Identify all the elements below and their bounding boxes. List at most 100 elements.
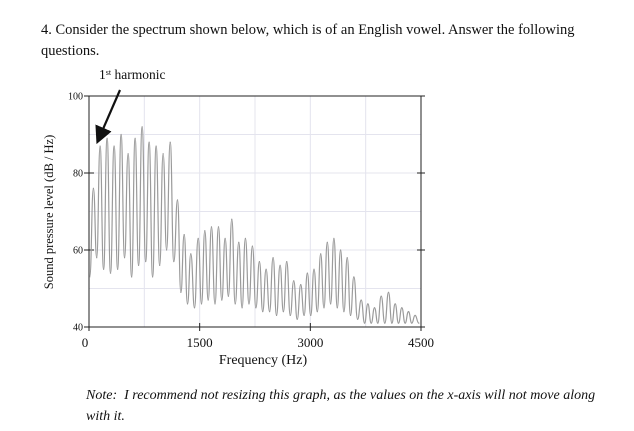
- x-axis-label: Frequency (Hz): [219, 353, 308, 368]
- spectrum-valley-point: [180, 291, 182, 293]
- spectrum-peak-point: [279, 264, 281, 266]
- spectrum-valley-point: [241, 307, 243, 309]
- spectrum-valley-point: [330, 303, 332, 305]
- spectrum-peak-point: [306, 272, 308, 274]
- note-paragraph: Note: I recommend not resizing this grap…: [86, 385, 606, 427]
- spectrum-peak-point: [127, 153, 129, 155]
- spectrum-valley-point: [227, 295, 230, 297]
- note-text: I recommend not resizing this graph, as …: [86, 388, 596, 424]
- spectrum-valley-point: [384, 322, 386, 324]
- spectrum-peak-point: [176, 199, 179, 201]
- spectrum-valley-point: [323, 307, 325, 309]
- spectrum-peak-point: [387, 291, 390, 293]
- spectrum-valley-point: [137, 264, 140, 266]
- spectrum-valley-point: [207, 299, 209, 301]
- spectrum-valley-point: [255, 307, 257, 309]
- spectrum-peak-point: [326, 241, 328, 243]
- spectrum-valley-point: [275, 314, 278, 317]
- spectrum-peak-point: [300, 284, 302, 286]
- question-text: 4. Consider the spectrum shown below, wh…: [41, 22, 575, 59]
- spectrum-peak-point: [407, 311, 410, 313]
- spectrum-valley-point: [310, 314, 312, 317]
- spectrum-valley-point: [296, 318, 298, 320]
- y-tick-label: 80: [73, 169, 83, 180]
- y-tick-label: 100: [68, 92, 83, 103]
- spectrum-valley-point: [193, 307, 196, 309]
- spectrum-valley-point: [173, 260, 175, 263]
- harmonic-arrow: [95, 89, 122, 145]
- spectrum-valley-point: [131, 276, 133, 278]
- spectrum-peak-point: [367, 303, 369, 305]
- spectrum-peak-point: [141, 126, 143, 128]
- spectrum-peak-point: [162, 153, 164, 155]
- spectrum-peak-point: [244, 237, 247, 240]
- y-axis-label: Sound pressure level (dB / Hz): [42, 135, 56, 289]
- spectrum-valley-point: [89, 276, 91, 278]
- spectrum-valley-point: [397, 322, 400, 324]
- spectrum-peak-point: [394, 303, 396, 305]
- spectrum-peak-point: [169, 141, 171, 143]
- spectrum-peak-point: [353, 276, 355, 278]
- spectrum-valley-point: [363, 322, 366, 324]
- spectrum-peak-point: [113, 145, 115, 147]
- spectrum-valley-point: [103, 268, 105, 270]
- spectrum-peak-point: [272, 257, 274, 259]
- spectrum-peak-point: [346, 257, 348, 259]
- spectrum-peak-point: [251, 245, 254, 247]
- spectrum-peak-point: [238, 241, 240, 243]
- spectrum-peak-point: [373, 307, 376, 309]
- spectrum-peak-point: [183, 234, 185, 236]
- spectrum-valley-point: [123, 257, 126, 259]
- spectrum-peak-point: [320, 253, 322, 255]
- spectrum-peak-point: [265, 268, 267, 270]
- spectrum-peak-point: [224, 237, 226, 240]
- spectrum-peak-point: [360, 299, 362, 301]
- spectrum-peak-point: [148, 141, 150, 143]
- note-lead: Note:: [86, 388, 118, 403]
- spectrum-peak-point: [333, 237, 335, 240]
- spectrum-valley-point: [214, 303, 216, 305]
- spectrum-peak-point: [380, 295, 382, 297]
- spectrum-peak-point: [286, 260, 288, 263]
- spectrum-valley-point: [96, 257, 98, 259]
- spectrum-valley-point: [404, 322, 406, 324]
- harmonic-annotation: 1st harmonic: [99, 67, 165, 83]
- spectrum-valley-point: [356, 318, 359, 320]
- x-tick-label: 4500: [408, 335, 434, 350]
- valley-marks: [89, 249, 420, 324]
- x-tick-label: 3000: [297, 335, 323, 350]
- spectrum-peak-point: [231, 218, 233, 220]
- spectrum-valley-point: [289, 314, 291, 317]
- spectrum-peak-point: [106, 137, 108, 139]
- spectrum-valley-point: [151, 276, 154, 278]
- spectrum-peak-point: [401, 307, 403, 309]
- spectrum-valley-point: [166, 249, 168, 251]
- spectrum-peak-point: [313, 268, 315, 270]
- harmonic-ordinal-suffix: st: [105, 68, 112, 77]
- spectrum-valley-point: [262, 311, 264, 313]
- spectrum-valley-point: [186, 303, 189, 305]
- spectrum-valley-point: [418, 322, 420, 324]
- spectrum-valley-point: [282, 311, 285, 313]
- spectrum-peak-point: [155, 145, 157, 147]
- spectrum-valley-point: [248, 303, 250, 305]
- spectrum-valley-point: [303, 314, 305, 317]
- spectrum-valley-point: [109, 272, 112, 274]
- harmonic-label: harmonic: [114, 67, 166, 82]
- harmonic-ordinal: 1: [99, 67, 106, 82]
- x-tick-label: 0: [82, 335, 89, 350]
- y-tick-label: 60: [73, 246, 83, 257]
- spectrum-valley-point: [200, 303, 203, 305]
- spectrum-valley-point: [411, 322, 413, 324]
- spectrum-line: [89, 126, 420, 324]
- peak-marks: [92, 126, 416, 317]
- spectrum-valley-point: [377, 322, 379, 324]
- spectrum-peak-point: [190, 253, 192, 255]
- y-axis-ticks: 100 80 60 40: [68, 92, 425, 334]
- spectrum-valley-point: [221, 299, 223, 301]
- spectrum-valley-point: [117, 268, 119, 270]
- spectrum-valley-point: [370, 322, 372, 324]
- x-tick-label: 1500: [187, 335, 213, 350]
- spectrum-valley-point: [316, 311, 318, 313]
- spectrum-valley-point: [343, 311, 345, 313]
